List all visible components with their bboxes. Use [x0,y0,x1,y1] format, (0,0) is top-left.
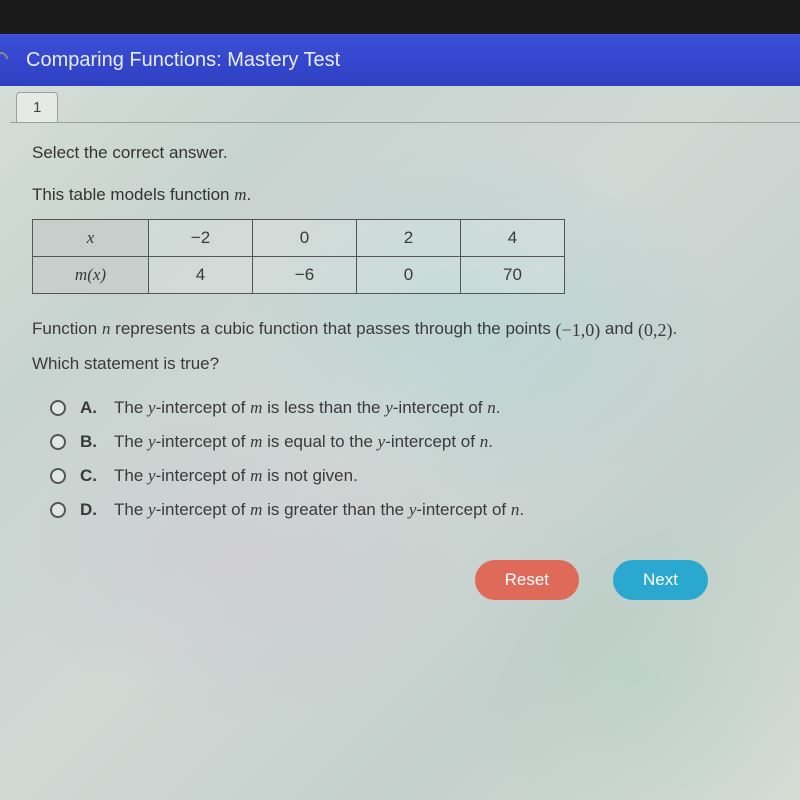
radio-icon[interactable] [50,468,66,484]
tab-label: 1 [33,99,41,116]
table-row: m(x) 4 −6 0 70 [33,257,565,294]
instruction-text: Select the correct answer. [32,143,778,163]
next-label: Next [643,570,678,589]
function-table: x −2 0 2 4 m(x) 4 −6 0 70 [32,219,565,294]
answer-letter: A. [80,398,100,418]
answer-letter: B. [80,432,100,452]
answer-text: The y-intercept of m is less than the y-… [114,398,500,418]
answer-option-d[interactable]: D. The y-intercept of m is greater than … [50,500,778,520]
table-intro: This table models function m. [32,185,778,205]
radio-icon[interactable] [50,502,66,518]
table-cell: −6 [253,257,357,294]
question-area: Select the correct answer. This table mo… [10,123,800,610]
next-button[interactable]: Next [613,560,708,600]
tab-strip: 1 [10,92,800,123]
function-n-description: Function n represents a cubic function t… [32,316,778,344]
row-header-x: x [33,220,149,257]
title-bar: Comparing Functions: Mastery Test [0,34,800,86]
table-cell: 4 [461,220,565,257]
which-statement: Which statement is true? [32,354,778,374]
row-header-mx: m(x) [33,257,149,294]
radio-icon[interactable] [50,434,66,450]
answer-list: A. The y-intercept of m is less than the… [50,398,778,520]
table-row: x −2 0 2 4 [33,220,565,257]
reset-button[interactable]: Reset [475,560,579,600]
button-row: Reset Next [32,520,778,600]
table-cell: 4 [149,257,253,294]
table-cell: 2 [357,220,461,257]
tab-question-1[interactable]: 1 [16,92,58,122]
answer-text: The y-intercept of m is not given. [114,466,358,486]
window-top-border [0,0,800,34]
answer-text: The y-intercept of m is equal to the y-i… [114,432,493,452]
reset-label: Reset [505,570,549,589]
title-text: Comparing Functions: Mastery Test [26,49,340,71]
table-cell: 70 [461,257,565,294]
answer-text: The y-intercept of m is greater than the… [114,500,524,520]
answer-option-b[interactable]: B. The y-intercept of m is equal to the … [50,432,778,452]
answer-option-a[interactable]: A. The y-intercept of m is less than the… [50,398,778,418]
radio-icon[interactable] [50,400,66,416]
table-cell: 0 [357,257,461,294]
answer-letter: C. [80,466,100,486]
content-area: 1 Select the correct answer. This table … [0,92,800,610]
table-cell: −2 [149,220,253,257]
answer-letter: D. [80,500,100,520]
answer-option-c[interactable]: C. The y-intercept of m is not given. [50,466,778,486]
table-cell: 0 [253,220,357,257]
